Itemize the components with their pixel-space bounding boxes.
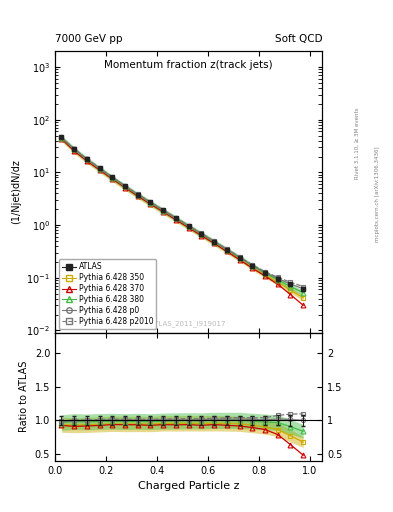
Text: ATLAS_2011_I919017: ATLAS_2011_I919017 <box>151 321 226 327</box>
Text: Rivet 3.1.10, ≥ 3M events: Rivet 3.1.10, ≥ 3M events <box>355 108 360 179</box>
Y-axis label: Ratio to ATLAS: Ratio to ATLAS <box>19 361 29 433</box>
Legend: ATLAS, Pythia 6.428 350, Pythia 6.428 370, Pythia 6.428 380, Pythia 6.428 p0, Py: ATLAS, Pythia 6.428 350, Pythia 6.428 37… <box>59 259 156 329</box>
Text: Momentum fraction z(track jets): Momentum fraction z(track jets) <box>104 60 273 70</box>
X-axis label: Charged Particle z: Charged Particle z <box>138 481 239 491</box>
Y-axis label: (1/Njet)dN/dz: (1/Njet)dN/dz <box>11 160 21 224</box>
Text: Soft QCD: Soft QCD <box>275 33 322 44</box>
Text: 7000 GeV pp: 7000 GeV pp <box>55 33 123 44</box>
Text: mcplots.cern.ch [arXiv:1306.3436]: mcplots.cern.ch [arXiv:1306.3436] <box>375 147 380 242</box>
